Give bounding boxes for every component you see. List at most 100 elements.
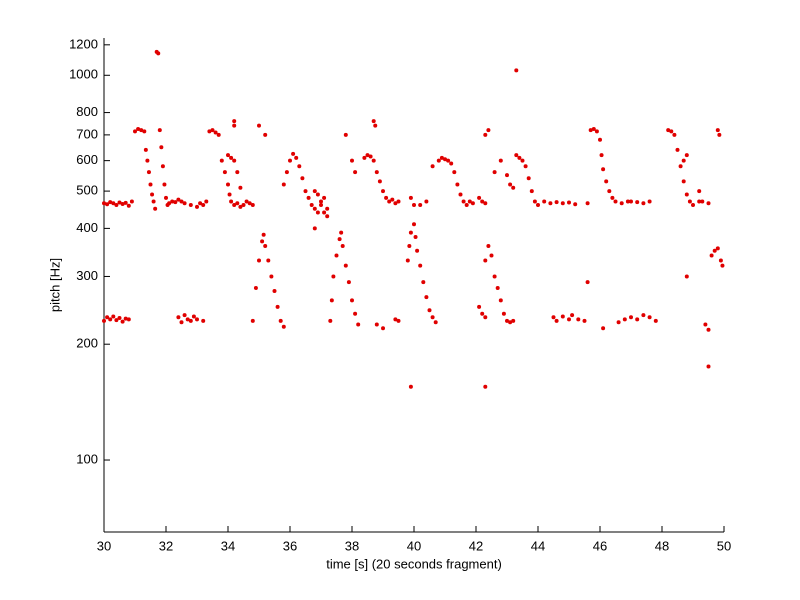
point [306,195,311,200]
point [315,210,320,215]
point [421,280,426,285]
point [697,189,702,194]
point [588,128,593,133]
point [235,201,240,206]
point [486,128,491,133]
point [381,326,385,331]
point [356,322,361,327]
point [601,167,606,172]
point [300,176,305,181]
point [269,274,274,279]
x-tick-label: 32 [159,538,173,553]
point [126,203,131,208]
point [294,155,299,160]
x-tick-label: 48 [655,538,669,553]
point [511,318,516,323]
y-tick-label: 1200 [69,36,98,51]
point [337,237,342,242]
point [266,258,271,263]
x-tick-label: 42 [469,538,483,553]
point [288,158,292,163]
point [371,119,376,124]
point [486,243,491,248]
point [281,182,286,187]
point [492,170,497,175]
point [483,132,488,137]
point [244,199,249,204]
point [715,128,720,133]
point [136,127,141,132]
point [222,170,227,175]
point [480,311,485,316]
point [523,164,528,169]
point [560,201,565,206]
point [573,202,578,207]
point [322,195,327,200]
point [343,263,348,268]
y-axis-label: pitch [Hz] [47,258,62,312]
point [284,170,289,175]
point [570,313,575,318]
point [133,129,137,134]
point [706,364,711,369]
y-tick-label: 400 [76,220,98,235]
point [238,204,243,209]
point [162,182,167,187]
point [207,129,212,134]
point [229,199,234,204]
point [622,317,627,322]
point [257,123,261,128]
point [548,201,553,206]
y-tick-label: 100 [76,451,98,466]
point [675,147,680,152]
point [315,192,320,197]
point [495,285,500,290]
point [250,203,255,208]
point [261,232,266,237]
point [312,226,317,231]
point [717,132,722,137]
point [182,201,187,206]
point [350,158,354,163]
point [430,164,435,169]
point [195,317,199,322]
x-tick-label: 44 [531,538,545,553]
point [408,195,413,200]
point [145,158,150,163]
point [599,153,604,158]
point [470,201,475,206]
point [607,189,612,194]
x-tick-label: 38 [345,538,359,553]
point [195,204,199,209]
point [560,314,565,319]
point [129,199,134,204]
point [142,129,147,134]
point [532,199,537,204]
point [492,274,497,279]
point [275,304,280,309]
point [148,182,153,187]
point [353,170,358,175]
point [235,170,240,175]
point [328,318,333,323]
point [114,318,119,323]
point [105,202,110,207]
point [117,315,122,320]
point [616,320,621,325]
point [146,170,151,175]
point [312,206,317,211]
point [407,243,412,248]
point [455,182,460,187]
point [536,203,540,208]
point [483,315,488,320]
point [232,158,237,163]
x-tick-label: 30 [97,538,111,553]
point [368,154,373,159]
point [418,263,423,268]
point [415,248,420,253]
point [139,128,144,133]
point [601,326,606,331]
point [126,317,131,322]
y-tick-label: 800 [76,104,98,119]
